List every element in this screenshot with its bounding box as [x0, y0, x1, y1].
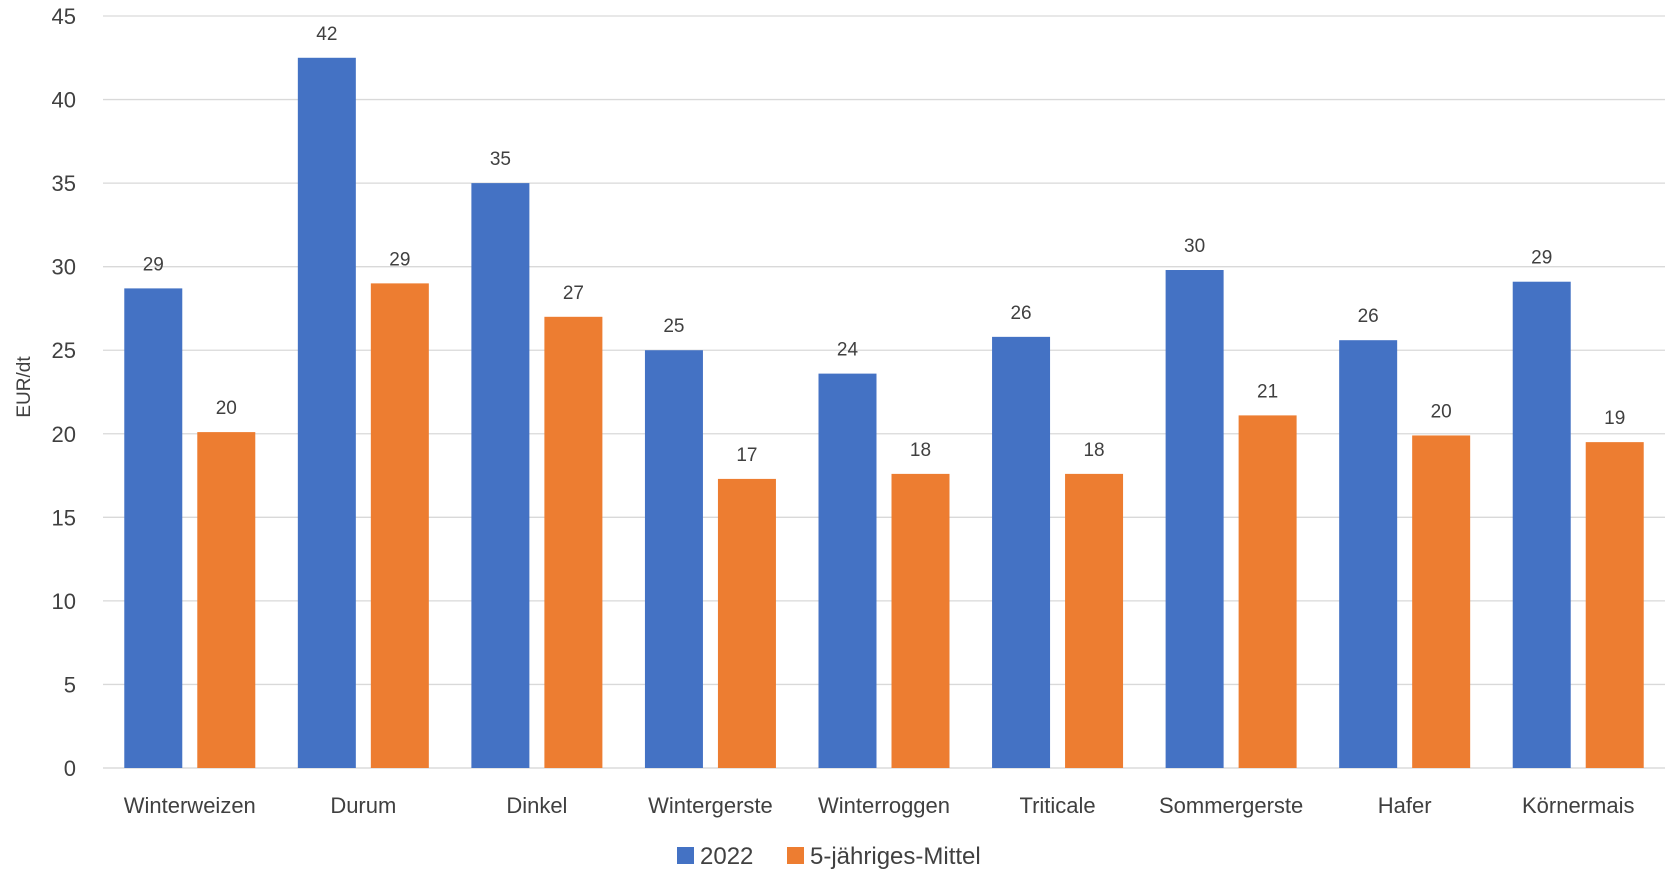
x-category-label: Sommergerste: [1159, 793, 1303, 818]
x-category-label: Dinkel: [506, 793, 567, 818]
data-label: 29: [389, 249, 410, 270]
bar-series-2022: [297, 57, 356, 769]
bars: [124, 57, 1644, 769]
x-axis-categories: Winterweizen Durum Dinkel Wintergerste Winte…: [124, 793, 1635, 818]
x-category-label: Wintergerste: [648, 793, 773, 818]
bar-series-2022: [992, 336, 1051, 768]
data-label: 27: [563, 283, 584, 304]
gridlines: [103, 15, 1665, 769]
data-labels: 29 20 42 29 35 27 25 17 24 18 26 18 30 21 26 20 29 19: [143, 24, 1626, 466]
legend-swatch: [787, 847, 804, 864]
x-category-label: Winterroggen: [818, 793, 950, 818]
data-label: 21: [1257, 381, 1278, 402]
data-label: 19: [1604, 408, 1625, 429]
data-label: 20: [216, 398, 237, 419]
y-tick-label: 25: [52, 338, 76, 363]
y-axis-ticks: 0 5 10 15 20 25 30 35 40 45: [52, 4, 76, 781]
bar-series-2022: [644, 350, 703, 768]
bar-series-2022: [1512, 281, 1571, 768]
data-label: 29: [1531, 248, 1552, 269]
data-label: 26: [1010, 303, 1031, 324]
bar-series-5yr-mean: [197, 432, 256, 768]
y-tick-label: 45: [52, 4, 76, 29]
data-label: 30: [1184, 236, 1205, 257]
bar-series-5yr-mean: [370, 283, 429, 768]
legend-swatch: [677, 847, 694, 864]
bar-series-2022: [1339, 340, 1398, 768]
y-tick-label: 5: [64, 672, 76, 697]
bar-series-5yr-mean: [1238, 415, 1297, 768]
y-tick-label: 20: [52, 422, 76, 447]
data-label: 29: [143, 254, 164, 275]
bar-series-5yr-mean: [1585, 442, 1644, 768]
y-tick-label: 35: [52, 171, 76, 196]
bar-series-5yr-mean: [1412, 435, 1471, 768]
legend-label: 5-jähriges-Mittel: [810, 843, 981, 870]
data-label: 18: [1083, 440, 1104, 461]
bar-series-5yr-mean: [717, 478, 776, 768]
bar-series-5yr-mean: [891, 473, 950, 768]
y-axis-title: EUR/dt: [14, 356, 35, 418]
bar-series-5yr-mean: [544, 316, 603, 768]
x-category-label: Winterweizen: [124, 793, 256, 818]
y-tick-label: 40: [52, 88, 76, 113]
bar-series-2022: [1165, 270, 1224, 768]
y-tick-label: 10: [52, 589, 76, 614]
data-label: 42: [316, 24, 337, 45]
data-label: 18: [910, 440, 931, 461]
y-tick-label: 15: [52, 505, 76, 530]
bar-series-2022: [471, 183, 530, 769]
x-category-label: Hafer: [1378, 793, 1432, 818]
data-label: 24: [837, 340, 859, 361]
bar-series-2022: [818, 373, 877, 768]
legend: 2022 5-jähriges-Mittel: [677, 843, 981, 870]
x-category-label: Körnermais: [1522, 793, 1634, 818]
data-label: 20: [1431, 401, 1452, 422]
y-tick-label: 0: [64, 756, 76, 781]
x-category-label: Triticale: [1019, 793, 1095, 818]
legend-label: 2022: [700, 843, 753, 870]
data-label: 17: [736, 445, 757, 466]
data-label: 25: [663, 316, 684, 337]
y-tick-label: 30: [52, 255, 76, 280]
bar-series-2022: [124, 288, 183, 768]
bar-series-5yr-mean: [1065, 473, 1124, 768]
data-label: 26: [1358, 306, 1379, 327]
x-category-label: Durum: [330, 793, 396, 818]
data-label: 35: [490, 149, 511, 170]
